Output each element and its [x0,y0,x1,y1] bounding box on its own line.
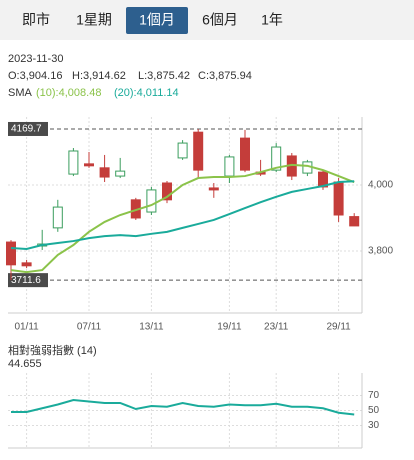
sma-label: SMA [8,87,33,99]
candle-body [99,167,110,178]
date: 2023-11-30 [8,53,63,65]
x-tick-label: 01/11 [14,322,39,333]
ohlc-value: H:3,914.62 [72,70,126,82]
tab[interactable]: 1星期 [76,12,112,28]
candle-body [162,182,172,201]
tab[interactable]: 6個月 [202,12,238,28]
candle-body [224,156,235,177]
x-tick-label: 29/11 [326,322,351,333]
ohlc-value: L:3,875.42 [138,70,190,82]
x-tick-label: 19/11 [217,322,242,333]
ohlc-value: C:3,875.94 [198,70,252,82]
legend-entry: (20):4,011.14 [114,87,179,99]
candle-body [240,137,250,171]
candle-body [6,241,16,266]
sma-line [10,180,355,250]
tab[interactable]: 1個月 [139,12,175,28]
extreme-label-bg [8,273,48,288]
candle-body [21,262,32,267]
candle-body [193,131,204,171]
candle-body [146,189,157,213]
candle-body [84,163,94,167]
rsi-value: 44.655 [8,358,42,370]
candle-body [208,187,219,191]
extreme-label: 4169.7 [11,124,42,135]
y-tick-label: 30 [368,420,380,431]
y-tick-label: 4,000 [368,180,393,191]
extreme-label: 3711.6 [11,275,41,286]
y-tick-label: 50 [368,405,380,416]
legend-entry: (10):4,008.48 [36,87,101,99]
extreme-label-bg [8,121,48,136]
y-tick-label: 70 [368,390,380,401]
candle-body [333,181,344,216]
candle-body [349,216,360,227]
x-tick-label: 13/11 [139,322,164,333]
x-tick-label: 07/11 [77,322,102,333]
candle-body [68,150,79,175]
tab[interactable]: 1年 [261,12,283,28]
ohlc-value: O:3,904.16 [8,70,62,82]
rsi-title: 相對強弱指數 (14) [8,343,97,357]
tab-bar [0,0,414,40]
x-tick-label: 23/11 [264,322,289,333]
candle-body [271,146,282,171]
tab[interactable]: 即市 [22,12,50,28]
rsi-line [11,398,355,416]
sma-line [10,163,355,274]
candle-body [115,170,126,177]
y-tick-label: 3,800 [368,246,393,257]
candle-body [177,142,188,159]
candle-body [52,206,63,229]
tab-active-bg [126,7,188,34]
